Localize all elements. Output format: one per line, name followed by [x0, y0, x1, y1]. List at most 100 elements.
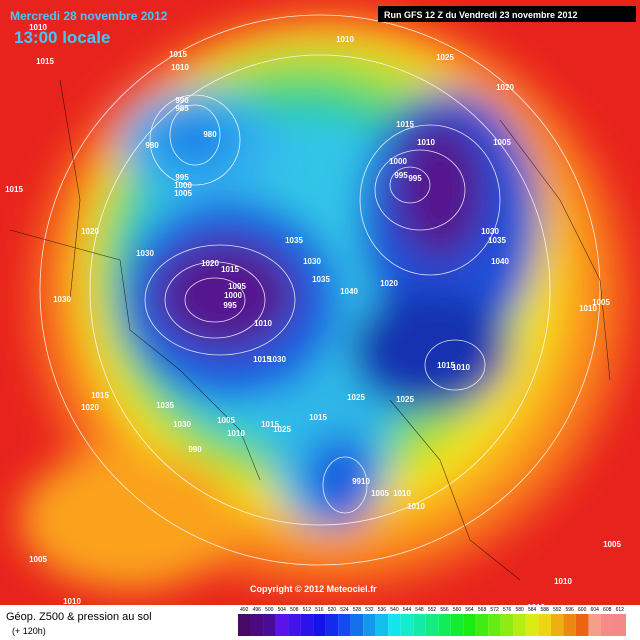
- isobar-label: 980: [203, 130, 217, 139]
- scale-swatch: [263, 614, 276, 636]
- scale-label: 592: [553, 607, 562, 613]
- isobar-label: 1020: [81, 227, 99, 236]
- scale-label: 564: [465, 607, 474, 613]
- scale-label: 596: [566, 607, 575, 613]
- isobar-labels: 1010101510101015101010251020990985980980…: [5, 23, 621, 612]
- scale-swatch: [463, 614, 476, 636]
- isobar-label: 1015: [309, 413, 327, 422]
- scale-label: 500: [265, 607, 274, 613]
- isobar-label: 1005: [371, 489, 389, 498]
- isobar-label: 1025: [436, 53, 454, 62]
- isobar-label: 1010: [254, 319, 272, 328]
- scale-label: 516: [315, 607, 324, 613]
- scale-swatch: [575, 614, 589, 636]
- scale-swatch: [250, 614, 264, 636]
- isobar-label: 1020: [380, 279, 398, 288]
- scale-label: 492: [240, 607, 249, 613]
- isobar-label: 1040: [491, 257, 509, 266]
- field: [20, 10, 630, 590]
- isobar-label: 1035: [285, 236, 303, 245]
- run-box: [378, 6, 636, 22]
- date-text: Mercredi 28 novembre 2012: [10, 9, 168, 23]
- scale-label: 588: [540, 607, 549, 613]
- isobar-label: 1010: [227, 429, 245, 438]
- isobar-label: 1030: [136, 249, 154, 258]
- isobar-label: 1010: [336, 35, 354, 44]
- scale-label: 556: [440, 607, 449, 613]
- isobar-label: 995: [175, 173, 189, 182]
- isobar-label: 980: [145, 141, 159, 150]
- isobar-label: 1030: [53, 295, 71, 304]
- scale-label: 604: [591, 607, 600, 613]
- scale-swatch: [338, 614, 351, 636]
- isobar-label: 1010: [407, 502, 425, 511]
- scale-swatch: [600, 614, 614, 636]
- scale-swatch: [550, 614, 564, 636]
- isobar-label: 1000: [174, 181, 192, 190]
- scale-label: 520: [328, 607, 337, 613]
- scale-swatch: [500, 614, 514, 636]
- isobar-label: 1015: [261, 420, 279, 429]
- isobar-label: 1005: [174, 189, 192, 198]
- isobar-label: 1030: [173, 420, 191, 429]
- scale-label: 552: [428, 607, 437, 613]
- scale-swatch: [613, 614, 626, 636]
- isobar-label: 1020: [496, 83, 514, 92]
- copyright: Copyright © 2012 Meteociel.fr: [250, 584, 377, 594]
- scale-swatch: [288, 614, 301, 636]
- isobar-label: 1000: [224, 291, 242, 300]
- scale-label: 544: [403, 607, 412, 613]
- isobar-label: 1010: [527, 603, 545, 612]
- coastlines: [9, 79, 611, 581]
- isobar-label: 1035: [488, 236, 506, 245]
- scale-label: 580: [515, 607, 524, 613]
- isobar-label: 1015: [36, 57, 54, 66]
- scale-swatch: [238, 614, 251, 636]
- isobar-label: 1010: [554, 577, 572, 586]
- scale-label: 576: [503, 607, 512, 613]
- isobar-label: 1005: [228, 282, 246, 291]
- isobar-label: 1040: [340, 287, 358, 296]
- contours: [39, 14, 601, 566]
- isobar-label: 9910: [352, 477, 370, 486]
- isobar-label: 1005: [217, 416, 235, 425]
- run-text: Run GFS 12 Z du Vendredi 23 novembre 201…: [384, 10, 578, 20]
- isobar-label: 1010: [171, 63, 189, 72]
- isobar-label: 1010: [579, 304, 597, 313]
- scale-label: 584: [528, 607, 537, 613]
- isobar-label: 1015: [169, 50, 187, 59]
- isobar-label: 1010: [63, 597, 81, 606]
- isobar-label: 990: [175, 96, 189, 105]
- scale-swatch: [300, 614, 314, 636]
- scale-label: 532: [365, 607, 374, 613]
- isobar-label: 995: [394, 171, 408, 180]
- scale-swatch: [538, 614, 551, 636]
- isobar-label: 1005: [603, 540, 621, 549]
- scale-label: 608: [603, 607, 612, 613]
- scale-label: 512: [303, 607, 312, 613]
- isobar-label: 990: [188, 445, 202, 454]
- scale-swatch: [425, 614, 439, 636]
- isobar-label: 1015: [5, 185, 23, 194]
- isobar-label: 1020: [201, 259, 219, 268]
- isobar-label: 985: [175, 104, 189, 113]
- scale-swatch: [525, 614, 539, 636]
- scale-label: 548: [415, 607, 424, 613]
- isobar-label: 1025: [396, 395, 414, 404]
- isobar-label: 1010: [452, 363, 470, 372]
- isobar-label: 1000: [389, 157, 407, 166]
- isobar-label: 1020: [81, 403, 99, 412]
- isobar-label: 1030: [268, 355, 286, 364]
- scale-swatch: [488, 614, 501, 636]
- scale-label: 528: [353, 607, 362, 613]
- isobar-label: 1005: [29, 555, 47, 564]
- isobar-label: 1035: [312, 275, 330, 284]
- scale-swatch: [375, 614, 389, 636]
- scale-swatch: [413, 614, 426, 636]
- scale-label: 524: [340, 607, 349, 613]
- scale-swatch: [363, 614, 376, 636]
- isobar-label: 1030: [303, 257, 321, 266]
- scale-swatch: [350, 614, 364, 636]
- footer-title: Géop. Z500 & pression au sol: [6, 611, 152, 623]
